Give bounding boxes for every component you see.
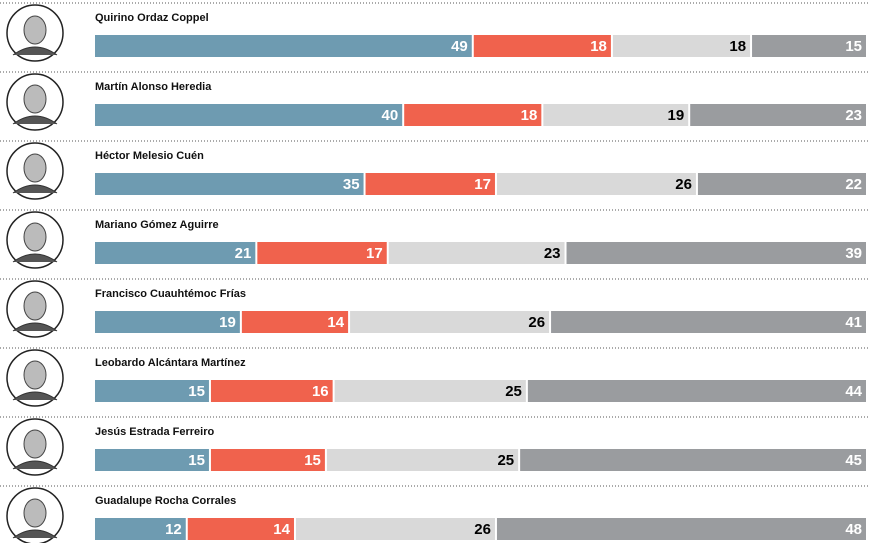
bar-segment [567,242,866,264]
value-label: 18 [521,107,538,124]
portrait-head [24,430,46,458]
portrait-head [24,361,46,389]
value-label: 15 [304,452,321,469]
value-label: 15 [188,452,205,469]
value-label: 23 [845,107,862,124]
portrait [7,212,63,268]
bar-segment [350,311,549,333]
bar-segment [551,311,866,333]
bar-segment [698,173,866,195]
candidate-name: Leobardo Alcántara Martínez [95,357,246,369]
value-label: 49 [451,38,468,55]
value-label: 18 [729,38,746,55]
portrait-head [24,223,46,251]
portrait [7,5,63,61]
bar-segment [95,173,364,195]
portrait-head [24,85,46,113]
value-label: 14 [327,314,344,331]
value-label: 26 [474,521,491,538]
value-label: 17 [366,245,383,262]
bar-segment [528,380,866,402]
bar-segment [690,104,866,126]
value-label: 21 [235,245,252,262]
portrait-head [24,499,46,527]
value-label: 26 [528,314,545,331]
value-label: 48 [845,521,862,538]
bar-segment [296,518,495,540]
value-label: 25 [497,452,514,469]
portrait [7,350,63,406]
bar-segment [335,380,526,402]
bar-segment [327,449,518,471]
bar-segment [497,518,866,540]
value-label: 17 [474,176,491,193]
value-label: 14 [273,521,290,538]
portrait-head [24,292,46,320]
bar-segment [95,35,472,57]
portrait-head [24,16,46,44]
value-label: 18 [590,38,607,55]
candidate-name: Francisco Cuauhtémoc Frías [95,288,246,300]
value-label: 25 [505,383,522,400]
portrait [7,281,63,337]
portrait [7,143,63,199]
value-label: 19 [219,314,236,331]
value-label: 40 [382,107,399,124]
value-label: 44 [845,383,862,400]
value-label: 26 [675,176,692,193]
bar-segment [543,104,688,126]
candidate-name: Mariano Gómez Aguirre [95,219,219,231]
value-label: 16 [312,383,329,400]
candidate-name: Héctor Melesio Cuén [95,150,204,162]
value-label: 15 [188,383,205,400]
value-label: 12 [165,521,182,538]
bar-segment [95,311,240,333]
portrait [7,488,63,543]
value-label: 22 [845,176,862,193]
value-label: 35 [343,176,360,193]
candidate-name: Quirino Ordaz Coppel [95,12,209,24]
value-label: 15 [845,38,862,55]
bar-segment [95,104,402,126]
portrait [7,419,63,475]
value-label: 23 [544,245,561,262]
value-label: 45 [845,452,862,469]
chart: Quirino Ordaz Coppel 49 18 18 15 Martín Alons… [0,0,870,543]
candidate-name: Jesús Estrada Ferreiro [95,426,215,438]
bar-segment [520,449,866,471]
bar-segment [389,242,565,264]
value-label: 41 [845,314,862,331]
bar-segment [497,173,696,195]
portrait-head [24,154,46,182]
candidate-name: Guadalupe Rocha Corrales [95,495,236,507]
value-label: 19 [668,107,685,124]
bar-segment [95,242,255,264]
value-label: 39 [845,245,862,262]
portrait [7,74,63,130]
candidate-name: Martín Alonso Heredia [95,81,212,93]
